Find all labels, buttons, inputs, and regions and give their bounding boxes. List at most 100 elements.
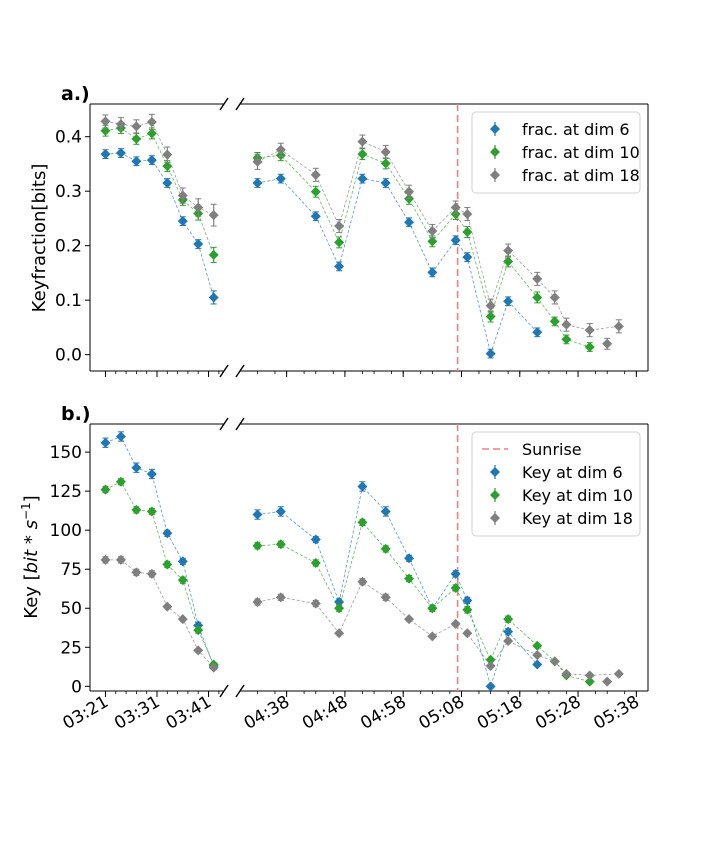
data-point: [146, 506, 157, 517]
data-point: [602, 338, 613, 349]
axis-break-mark: [235, 684, 245, 698]
data-point: [485, 654, 496, 665]
data-point: [275, 173, 286, 184]
data-point: [275, 592, 286, 603]
series-line: [105, 559, 214, 668]
data-point: [162, 178, 173, 189]
data-point: [310, 598, 321, 609]
data-point: [584, 342, 595, 353]
data-point: [115, 476, 126, 487]
panel-a-ylabel: Keyfraction[bits]: [29, 164, 50, 313]
data-point: [275, 144, 286, 155]
data-point: [131, 567, 142, 578]
data-point: [162, 559, 173, 570]
data-point: [427, 225, 438, 236]
data-point: [503, 626, 514, 637]
data-point: [561, 334, 572, 345]
data-point: [252, 509, 263, 520]
legend-label: Sunrise: [522, 440, 582, 459]
data-point: [115, 148, 126, 159]
legend-box: [471, 431, 641, 537]
data-point: [532, 327, 543, 338]
data-point: [146, 468, 157, 479]
data-point: [427, 236, 438, 247]
data-point: [115, 119, 126, 130]
data-point: [146, 116, 157, 127]
data-point: [193, 202, 204, 213]
data-point: [162, 528, 173, 539]
data-point: [404, 573, 415, 584]
data-point: [485, 348, 496, 359]
data-point: [131, 462, 142, 473]
y-tick-label: 50: [60, 599, 82, 619]
series-line: [257, 141, 619, 331]
legend-marker-swatch: [490, 170, 500, 180]
data-point: [462, 227, 473, 238]
data-point: [485, 681, 496, 692]
data-point: [252, 156, 263, 167]
legend-marker-swatch: [490, 147, 500, 157]
data-point: [380, 158, 391, 169]
panel-a: a.) 0.0 0.1 0.2 0.3 0.4 Keyfraction[bits] fr…: [29, 83, 649, 378]
y-tick-label: 0.0: [55, 346, 82, 366]
y-tick-label: 75: [60, 560, 82, 580]
data-point: [177, 614, 188, 625]
data-point: [450, 618, 461, 629]
data-point: [131, 121, 142, 132]
data-point: [193, 625, 204, 636]
data-point: [177, 575, 188, 586]
y-tick-label: 150: [50, 443, 82, 463]
data-point: [177, 190, 188, 201]
data-point: [427, 603, 438, 614]
data-point: [252, 540, 263, 551]
data-point: [310, 534, 321, 545]
legend-label: frac. at dim 18: [522, 166, 640, 185]
data-point: [310, 557, 321, 568]
data-point: [131, 504, 142, 515]
data-point: [146, 155, 157, 166]
panel-b-ylabel: Key [bit * s−1]: [19, 495, 42, 618]
data-point: [275, 539, 286, 550]
data-point: [450, 235, 461, 246]
y-tick-label: 0.2: [55, 237, 82, 257]
data-point: [462, 252, 473, 263]
legend-marker-swatch: [490, 490, 500, 500]
series-line: [105, 481, 215, 665]
data-point: [100, 149, 111, 160]
panel-a-axes: 0.0 0.1 0.2 0.3 0.4: [55, 97, 649, 378]
y-tick-label: 100: [50, 521, 82, 541]
data-point: [100, 116, 111, 127]
data-point: [450, 568, 461, 579]
y-tick-label: 0.1: [55, 291, 82, 311]
data-point: [549, 316, 560, 327]
legend-box: [471, 111, 641, 194]
data-point: [334, 237, 345, 248]
data-point: [115, 554, 126, 565]
data-point: [162, 161, 173, 172]
data-point: [532, 640, 543, 651]
legend-marker-swatch: [490, 513, 500, 523]
data-point: [485, 300, 496, 311]
data-point: [100, 554, 111, 565]
data-point: [357, 517, 368, 528]
data-point: [404, 186, 415, 197]
axis-break-mark: [219, 417, 229, 431]
axis-break-mark: [219, 684, 229, 698]
data-point: [584, 670, 595, 681]
data-point: [131, 133, 142, 144]
data-point: [310, 169, 321, 180]
data-point: [462, 604, 473, 615]
data-point: [613, 668, 624, 679]
panel-a-legend: frac. at dim 6 frac. at dim 10 frac. at di…: [471, 111, 641, 194]
data-point: [310, 186, 321, 197]
data-point: [380, 178, 391, 189]
data-point: [584, 325, 595, 336]
data-point: [193, 239, 204, 250]
data-point: [450, 582, 461, 593]
data-point: [584, 676, 595, 687]
data-point: [208, 210, 219, 221]
data-point: [380, 146, 391, 157]
data-point: [177, 556, 188, 567]
data-point: [115, 431, 126, 442]
data-point: [532, 273, 543, 284]
